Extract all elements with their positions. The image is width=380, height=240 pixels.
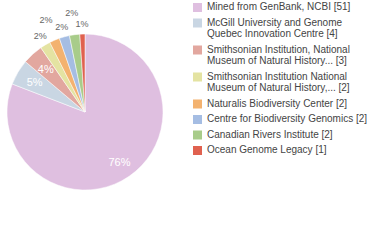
data-label: 2% [65,8,78,18]
pie [7,34,163,190]
legend-swatch [193,100,202,109]
legend-swatch [193,146,202,155]
data-label: 2% [34,31,47,41]
pie-slice [80,34,85,112]
legend-label: Smithsonian Institution, NationalMuseum … [207,44,350,67]
legend-label: Canadian Rivers Institute [2] [207,129,333,140]
legend-label: Naturalis Biodiversity Center [2] [207,98,347,109]
legend-swatch [193,3,202,12]
legend-label: McGill University and GenomeQuebec Innov… [207,17,342,40]
data-label: 1% [76,19,89,29]
legend-label: Mined from GenBank, NCBI [51] [207,1,351,12]
data-labels: 76%5%4%2%2%2%2%1% [27,8,131,168]
chart: 76%5%4%2%2%2%2%1%Mined from GenBank, NCB… [0,0,380,240]
legend-swatch [193,46,202,55]
pie-slice [69,34,85,112]
legend: Mined from GenBank, NCBI [51] McGill Univ… [193,1,367,155]
legend-swatch [193,73,202,82]
legend-label: Ocean Genome Legacy [1] [207,144,327,155]
data-label: 5% [27,76,43,88]
data-label: 4% [38,63,54,75]
data-label: 2% [39,15,52,25]
legend-swatch [193,19,202,28]
legend-label: Smithsonian Institution NationalMuseum o… [207,71,350,94]
legend-swatch [193,131,202,140]
pie-slice [7,34,163,190]
data-label: 2% [55,22,68,32]
legend-swatch [193,115,202,124]
legend-label: Centre for Biodiversity Genomics [2] [207,113,367,124]
data-label: 76% [108,156,130,168]
